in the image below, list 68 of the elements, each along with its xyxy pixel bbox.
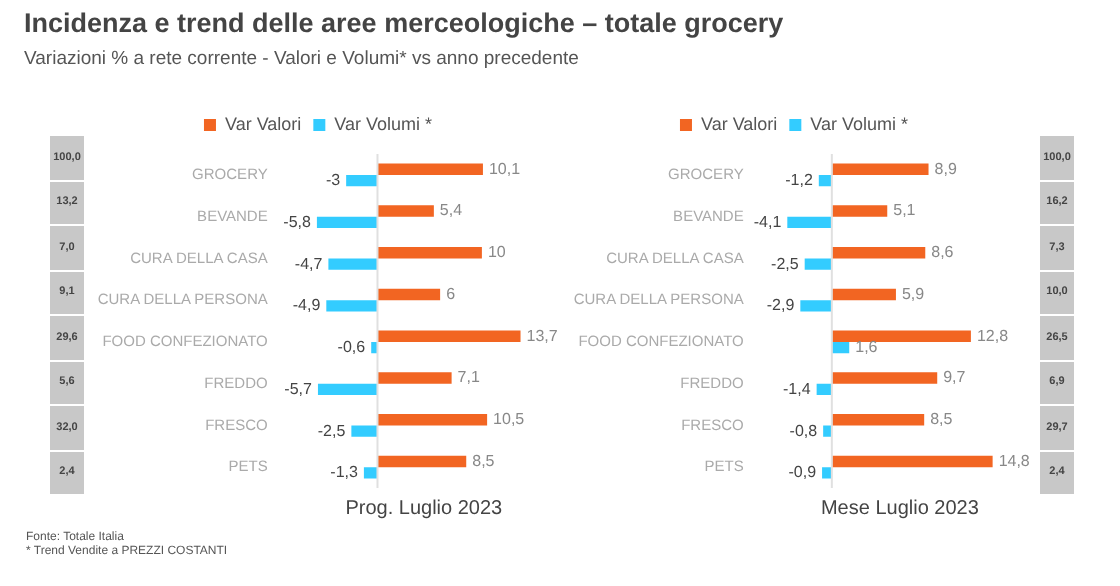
bar — [346, 174, 378, 187]
data-label: -2,5 — [317, 421, 347, 440]
data-label: -2,9 — [766, 296, 796, 315]
bar — [831, 372, 938, 384]
data-label: 8,5 — [930, 410, 954, 429]
data-label: -2,5 — [771, 254, 800, 273]
bar — [377, 246, 482, 259]
data-label: 9,7 — [943, 368, 967, 387]
data-label: -4,1 — [753, 212, 783, 231]
text: Incidenza e trend delle aree merceologiche – totale grocery — [24, 8, 784, 38]
bar — [831, 163, 929, 175]
bar — [831, 288, 896, 301]
legend-label: Var Valori — [700, 113, 778, 134]
data-label: 14,8 — [998, 451, 1031, 470]
bar — [377, 288, 441, 301]
bar — [317, 383, 378, 396]
data-label: -1,3 — [330, 463, 359, 482]
data-label: 13,7 — [526, 326, 559, 345]
bar — [804, 258, 832, 270]
bar — [831, 330, 971, 342]
data-label: 12,8 — [976, 326, 1010, 345]
data-label: -5,8 — [283, 212, 312, 231]
text: Variazioni % a rete corrente - Valori e Volumi* vs anno precedente — [24, 48, 579, 70]
data-label: -4,9 — [292, 296, 322, 315]
data-label: 10,5 — [493, 410, 526, 429]
data-label: -0,6 — [337, 338, 367, 357]
data-label: 6 — [446, 284, 457, 303]
bar — [822, 467, 832, 479]
bar — [328, 258, 378, 270]
data-label: 10 — [487, 243, 507, 262]
bar — [823, 425, 832, 437]
data-label: 10,1 — [488, 159, 522, 178]
bar — [377, 413, 488, 426]
bar — [377, 372, 452, 384]
bar — [831, 413, 925, 426]
bar — [316, 216, 378, 229]
bar — [326, 300, 378, 312]
bar — [377, 163, 483, 175]
data-label: 8,5 — [472, 451, 496, 470]
data-label: 5,4 — [439, 201, 464, 220]
data-label: -3 — [325, 171, 342, 190]
data-label: -4,7 — [294, 254, 324, 273]
x-axis-title: Prog. Luglio 2023 — [345, 497, 504, 520]
data-label: 5,1 — [893, 201, 917, 220]
data-label: 7,1 — [457, 368, 481, 387]
bar — [363, 467, 378, 479]
bar — [377, 330, 521, 342]
legend-label: Var Volumi * — [334, 113, 434, 134]
bar — [831, 246, 926, 259]
bar — [831, 205, 888, 217]
x-axis-title: Mese Luglio 2023 — [820, 497, 980, 520]
bar — [800, 300, 832, 312]
data-label: 8,9 — [934, 159, 958, 178]
data-label: 1,6 — [855, 338, 879, 357]
data-label: -0,9 — [788, 463, 818, 482]
bar — [351, 425, 378, 437]
data-label: 5,9 — [901, 284, 926, 303]
data-label: -1,4 — [783, 379, 812, 398]
bar — [831, 455, 993, 468]
bar — [377, 205, 434, 217]
data-label: -1,2 — [785, 171, 814, 190]
legend-label: Var Valori — [224, 113, 302, 134]
data-label: 8,6 — [931, 243, 955, 262]
data-label: -5,7 — [284, 379, 314, 398]
bar — [377, 455, 467, 468]
data-label: -0,8 — [789, 421, 819, 440]
legend-label: Var Volumi * — [810, 113, 910, 134]
bar — [787, 216, 832, 229]
